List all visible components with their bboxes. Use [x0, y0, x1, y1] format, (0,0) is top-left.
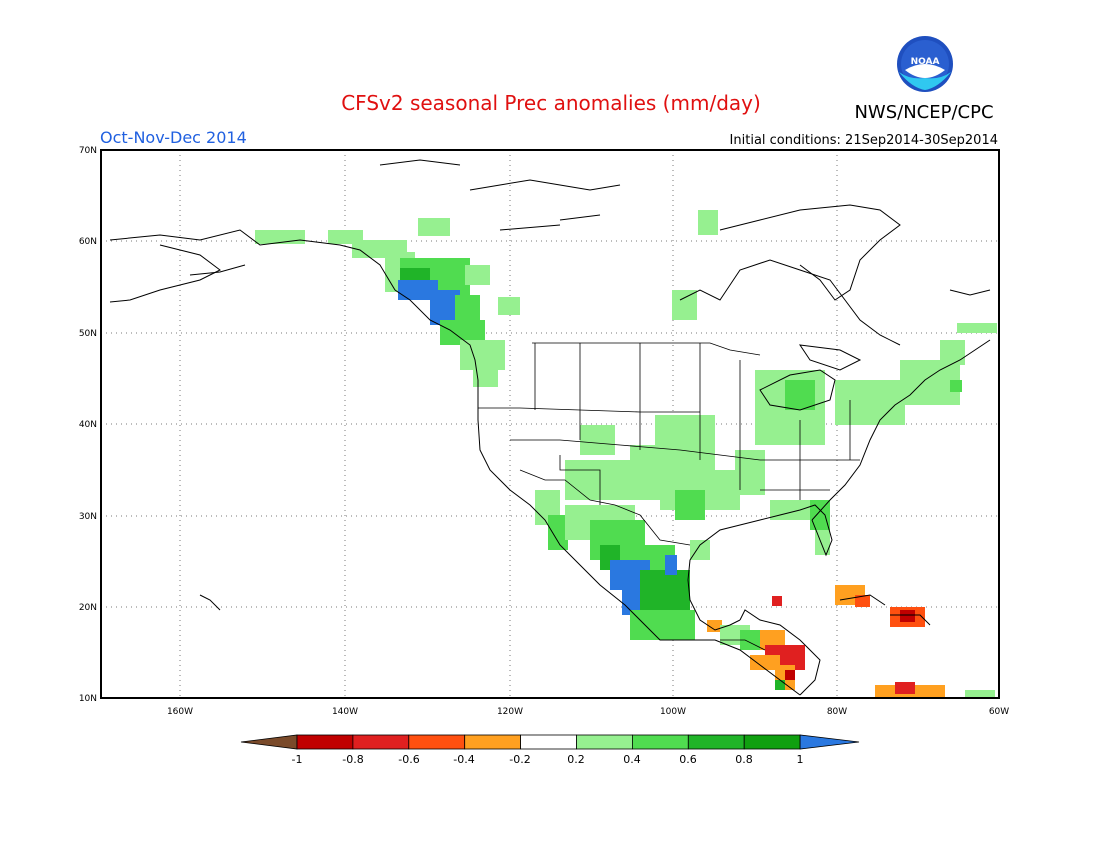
lat-label: 10N: [79, 694, 97, 704]
colorbar-swatch: [632, 734, 689, 750]
lat-label: 20N: [79, 603, 97, 613]
colorbar: [240, 734, 860, 750]
colorbar-tick-label: -0.4: [453, 753, 474, 766]
colorbar-swatch: [576, 734, 633, 750]
colorbar-tick-label: 0.4: [623, 753, 641, 766]
colorbar-arrow-low: [240, 734, 298, 750]
colorbar-tick-label: -1: [292, 753, 303, 766]
colorbar-tick-label: -0.6: [398, 753, 419, 766]
political-borders: [478, 342, 860, 651]
lat-label: 40N: [79, 420, 97, 430]
logo-text: NOAA: [911, 57, 940, 67]
lon-label: 60W: [989, 707, 1009, 717]
period-label: Oct-Nov-Dec 2014: [100, 128, 247, 147]
colorbar-tick-label: 0.6: [679, 753, 697, 766]
lat-label: 50N: [79, 329, 97, 339]
lat-label: 30N: [79, 512, 97, 522]
longitude-labels: 160W 140W 120W 100W 80W 60W: [167, 707, 1009, 717]
lon-label: 80W: [827, 707, 847, 717]
colorbar-swatch: [687, 734, 745, 750]
colorbar-labels: -1 -0.8 -0.6 -0.4 -0.2 0.2 0.4 0.6 0.8 1: [292, 753, 804, 766]
initial-conditions-label: Initial conditions: 21Sep2014-30Sep2014: [730, 133, 998, 148]
colorbar-swatch: [520, 734, 577, 750]
colorbar-arrow-high: [799, 734, 860, 750]
precip-anomaly-cells: [255, 210, 997, 698]
colorbar-tick-label: -0.2: [509, 753, 530, 766]
colorbar-swatch: [464, 734, 522, 750]
lon-label: 140W: [332, 707, 358, 717]
lat-label: 70N: [79, 146, 97, 156]
map-frame: [100, 149, 1000, 699]
noaa-logo: NOAA: [897, 36, 953, 92]
colorbar-tick-label: -0.8: [342, 753, 363, 766]
chart-title: CFSv2 seasonal Prec anomalies (mm/day): [341, 91, 761, 115]
colorbar-tick-label: 0.8: [735, 753, 753, 766]
agency-label: NWS/NCEP/CPC: [854, 102, 993, 123]
lon-label: 160W: [167, 707, 193, 717]
lon-label: 100W: [660, 707, 686, 717]
lon-label: 120W: [497, 707, 523, 717]
colorbar-tick-label: 1: [797, 753, 804, 766]
latitude-labels: 70N 60N 50N 40N 30N 20N 10N: [79, 146, 97, 704]
lat-label: 60N: [79, 237, 97, 247]
colorbar-tick-label: 0.2: [567, 753, 585, 766]
coastlines: [109, 159, 991, 696]
colorbar-swatch: [352, 734, 410, 750]
colorbar-swatch: [296, 734, 354, 750]
map-panel: [100, 149, 1000, 699]
colorbar-swatch: [743, 734, 801, 750]
colorbar-swatch: [408, 734, 466, 750]
